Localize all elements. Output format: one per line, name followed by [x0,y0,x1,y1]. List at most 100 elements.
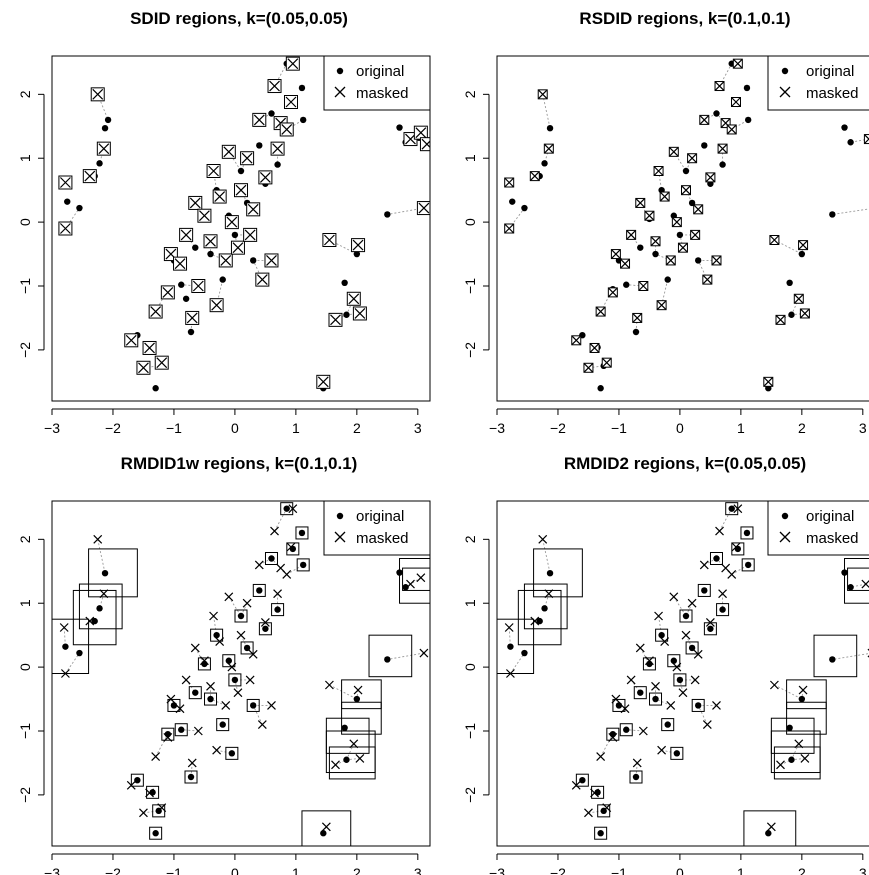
masked-point [151,752,161,761]
link-line [542,539,551,574]
panel-rmdid2: RMDID2 regions, k=(0.05,0.05) −3 −2 −1 0 1 2 3… [462,454,869,875]
original-point [546,124,554,132]
original-point [546,569,554,577]
original-point-box [661,718,675,732]
original-point-box [174,723,188,737]
original-point [609,730,617,738]
original-point-box [673,673,687,687]
y-tick-label: −1 [17,278,33,294]
link-line [181,284,199,287]
plot-marks [504,58,869,392]
masked-point [666,256,676,265]
link-line [600,733,614,757]
original-point [719,161,726,168]
link-line [850,138,869,143]
masked-point [419,648,429,658]
x-tick-label: 0 [231,865,239,875]
original-point-box [691,698,705,712]
masked-point [352,239,364,251]
original-point [829,211,836,218]
link-line [346,743,355,760]
original-point-box [642,657,656,671]
original-point [274,606,281,613]
masked-point [421,138,430,150]
original-point [219,276,226,283]
original-point-box [149,826,163,840]
masked-point [602,358,612,368]
original-point [256,142,263,149]
original-point [670,657,678,664]
masked-point [669,147,679,157]
original-point [786,724,793,732]
masked-point [769,235,779,245]
x-tick-label: 0 [676,865,684,875]
masked-point [321,822,331,832]
original-point-box [679,609,693,623]
original-point-box [184,770,198,784]
original-point-box [619,723,633,737]
plot-marks [58,56,430,392]
masked-point [626,230,636,240]
link-line [697,705,708,725]
y-tick-label: 1 [17,599,33,607]
legend-box [767,55,869,111]
region-rectangle [341,679,382,710]
masked-point [596,307,606,316]
original-point [256,587,263,594]
original-point [101,569,109,577]
original-point [402,584,409,591]
region-rectangle [773,746,821,780]
masked-point [157,803,167,813]
link-line [181,729,199,732]
masked-point [727,570,737,579]
original-point-box [296,558,310,572]
original-point [237,612,245,620]
masked-point [245,675,255,685]
masked-point [287,58,299,70]
masked-point [59,223,71,234]
masked-point [60,669,70,678]
masked-point [223,146,235,158]
link-line [731,564,749,575]
masked-point [666,701,676,710]
masked-point [590,343,599,353]
original-point [623,726,630,733]
masked-point [286,542,296,552]
masked-point [794,294,804,304]
x-tick-label: −2 [105,420,121,436]
masked-point [282,570,292,579]
original-point [743,84,751,92]
x-tick-label: 2 [798,420,806,436]
original-point-box [606,727,620,741]
original-point [541,160,548,167]
masked-point [602,803,612,813]
link-line [405,577,422,588]
x-tick-label: 3 [859,420,867,436]
region-rectangle [497,618,535,675]
masked-point [544,144,554,154]
masked-point [690,230,700,240]
masked-point [611,249,621,259]
original-point [798,695,806,703]
region-rectangle [533,548,583,598]
link-line [213,615,218,636]
masked-point [776,760,785,770]
masked-point [590,788,599,798]
masked-point [727,125,737,134]
link-line [791,298,800,315]
masked-point [242,598,252,608]
region-rectangle [328,746,376,780]
masked-point [175,704,185,714]
original-point-box [197,657,211,671]
y-tick-label: −1 [462,723,478,739]
original-point [597,385,604,392]
original-point [213,631,220,639]
masked-point [798,240,808,250]
masked-point [766,822,776,832]
masked-point [247,203,259,215]
original-point [652,695,659,703]
masked-point [584,363,593,373]
y-tick-label: 1 [462,154,478,162]
plot-marks [497,502,869,846]
original-point-box [629,770,643,784]
